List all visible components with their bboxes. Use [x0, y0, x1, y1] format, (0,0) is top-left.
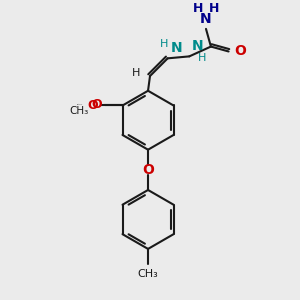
Text: N: N [191, 39, 203, 53]
Text: CH₃: CH₃ [70, 106, 89, 116]
Text: H: H [193, 2, 203, 15]
Text: O: O [87, 99, 98, 112]
Text: O: O [92, 98, 102, 111]
Text: N: N [200, 12, 212, 26]
Text: H: H [160, 38, 168, 49]
Text: O: O [142, 163, 154, 177]
Text: N: N [171, 41, 182, 56]
Text: CH₃: CH₃ [138, 268, 158, 279]
Text: H: H [198, 53, 206, 63]
Text: H: H [132, 68, 140, 78]
Text: methoxy: methoxy [103, 103, 109, 104]
Text: H: H [209, 2, 219, 15]
Text: methoxy: methoxy [77, 104, 83, 105]
Text: O: O [235, 44, 246, 58]
